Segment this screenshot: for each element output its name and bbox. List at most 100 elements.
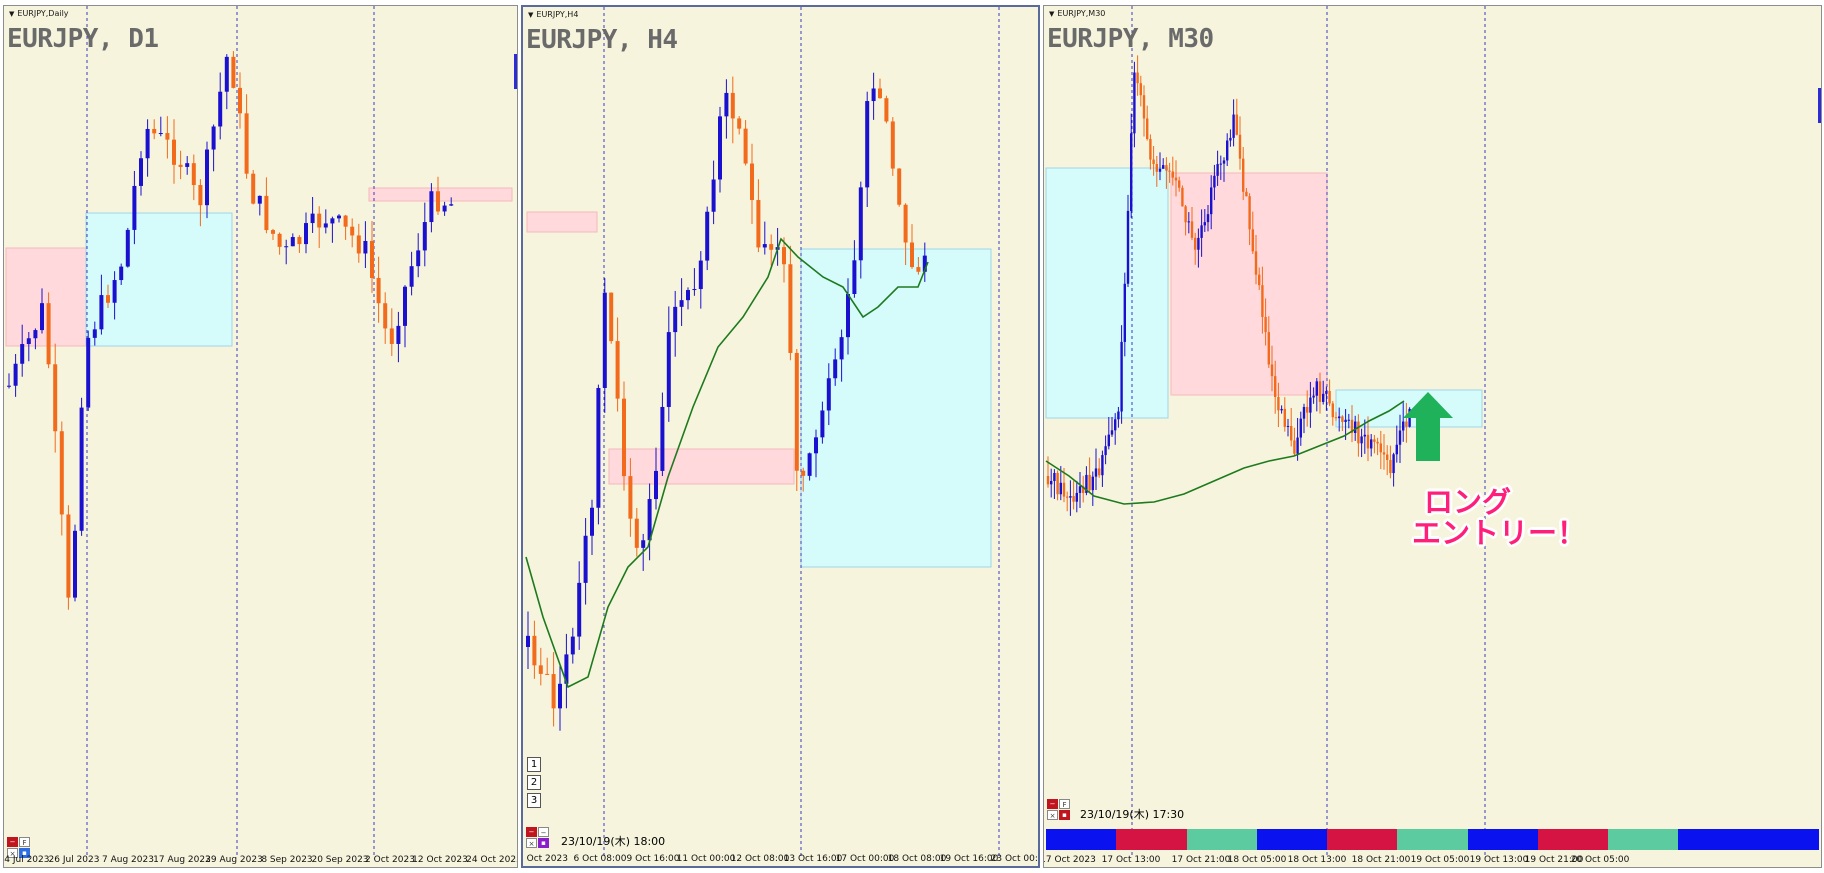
chart-window-d1[interactable]: ▼ EURJPY,Daily EURJPY, D1 − F × ▪ 14 Jul … [3,5,518,868]
minimize-icon[interactable]: − [7,837,18,847]
window-title-h4: ▼ EURJPY,H4 [528,10,579,19]
candle-body [106,295,110,303]
settings-icon[interactable]: ▪ [1059,810,1070,820]
number-button-1[interactable]: 1 [527,757,541,772]
candle-body [363,240,368,254]
candle-body [1296,437,1299,454]
candle-body [1152,159,1155,165]
candle-body [1238,134,1242,159]
close-icon[interactable]: × [526,838,537,848]
candle-body [1078,486,1082,493]
candle-body [1155,164,1158,172]
signal-color-strip [1046,829,1819,850]
time-axis-label: 19 Oct 05:00 [1410,855,1470,865]
candle-body [1094,468,1098,477]
time-axis-label: 19 Oct 16:00 [939,854,999,864]
signal-strip-segment [1678,829,1749,850]
candle-body [852,260,857,294]
time-axis-label: 6 Oct 08:00 [573,854,627,864]
settings-icon[interactable]: ▪ [19,848,30,858]
candle-body [1315,381,1318,396]
candle-body [264,195,269,231]
candle-body [1405,421,1408,427]
settings-icon[interactable]: ▪ [538,838,549,848]
number-button-3[interactable]: 3 [527,793,541,808]
candle-body [1331,403,1334,418]
symbol-title-d1: EURJPY, D1 [7,24,159,54]
candle-body [788,264,793,353]
candle-body [1290,425,1293,441]
candle-body [1178,180,1181,188]
candle-body [185,163,190,167]
candle-body [73,530,77,598]
dropdown-triangle-icon[interactable]: ▼ [9,10,15,18]
candle-body [737,118,742,129]
crosshair-timestamp: 23/10/19(木) 17:30 [1080,808,1185,821]
dropdown-triangle-icon[interactable]: ▼ [1049,10,1055,18]
candle-body [1181,187,1184,207]
candle-body [1213,175,1216,188]
candle-body [1370,439,1373,449]
candle-body [615,341,620,399]
time-axis-label: 18 Oct 21:00 [1351,855,1411,865]
long-entry-callout: ロング エントリー！ [1412,487,1586,549]
candle-body [158,133,163,135]
candle-body [807,453,812,476]
candle-body [1133,72,1136,134]
candle-body [1382,452,1386,455]
candle-body [1389,459,1392,474]
candle-body [1258,274,1261,286]
candle-body [634,518,639,548]
candle-body [1168,170,1171,172]
scroll-marker[interactable] [514,54,517,89]
candle-body [1101,455,1104,476]
candle-body [205,149,209,206]
candle-body [878,88,882,99]
candle-body [743,128,748,164]
candle-body [1110,430,1114,435]
candle-body [1360,436,1363,444]
restore-icon[interactable]: − [538,827,549,837]
candle-body [1312,395,1315,398]
candle-body [1130,133,1133,211]
time-axis-d1: 14 Jul 2023 26 Jul 2023 7 Aug 2023 17 Aug 2… [4,853,517,867]
close-icon[interactable]: × [1047,810,1058,820]
minimize-icon[interactable]: − [526,827,537,837]
minimize-icon[interactable]: − [1047,799,1058,809]
candle-body [1126,210,1130,284]
candle-body [865,101,870,188]
signal-strip-segment [1537,829,1609,850]
candle-body [1206,214,1210,223]
candle-body [125,229,130,267]
supply-zone [368,187,513,202]
candle-body [698,260,703,290]
price-chart-d1[interactable] [4,6,518,868]
chart-window-m30[interactable]: ▼ EURJPY,M30 EURJPY, M30 ロング エントリー！ − F ×… [1043,5,1822,868]
candle-body [1059,482,1062,495]
signal-strip-segment [1467,829,1538,850]
price-chart-h4[interactable] [523,7,1040,868]
candle-body [33,330,38,339]
candle-body [79,407,84,531]
candle-body [1235,114,1238,135]
chart-window-h4[interactable]: ▼ EURJPY,H4 EURJPY, H4 1 2 3 − − × ▪ 23/1… [521,5,1040,868]
time-axis-m30: 17 Oct 2023 17 Oct 13:00 17 Oct 21:00 18 Oc… [1044,853,1821,867]
candle-body [277,233,282,247]
supply-zone [608,448,795,485]
float-button[interactable]: F [1059,799,1070,809]
signal-strip-segment [1327,829,1398,850]
candle-body [66,514,71,598]
candle-body [1286,425,1290,427]
dropdown-triangle-icon[interactable]: ▼ [528,11,534,19]
price-chart-m30[interactable] [1044,6,1822,868]
candle-body [1325,390,1328,394]
scroll-marker[interactable] [1818,88,1821,123]
float-button[interactable]: F [19,837,30,847]
number-button-2[interactable]: 2 [527,775,541,790]
close-icon[interactable]: × [7,848,18,858]
candle-body [1274,376,1277,397]
candle-body [1123,283,1126,342]
candle-body [1072,496,1075,502]
candle-body [897,168,902,205]
candle-body [383,303,388,329]
